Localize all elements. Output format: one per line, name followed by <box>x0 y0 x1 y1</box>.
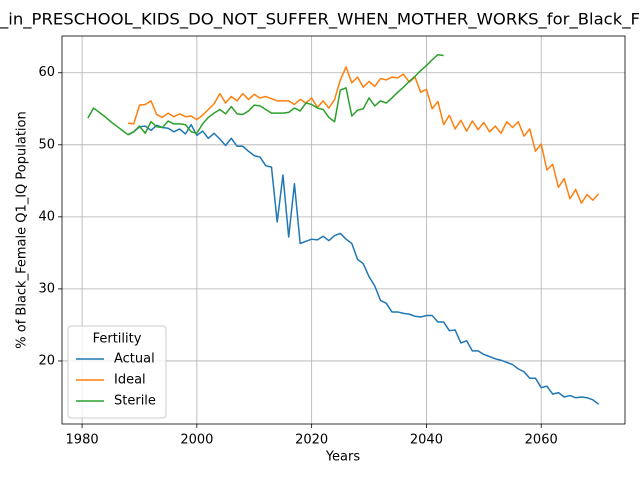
y-axis-label: % of Black_Female Q1_IQ Population <box>15 111 30 348</box>
x-tick-label: 2000 <box>180 433 213 448</box>
x-tick-label: 1980 <box>66 433 99 448</box>
line <box>127 123 600 405</box>
y-tick-label: 40 <box>38 209 55 224</box>
chart-title: _in_PRESCHOOL_KIDS_DO_NOT_SUFFER_WHEN_MO… <box>0 10 640 30</box>
line <box>127 66 600 204</box>
x-axis-label: Years <box>325 450 361 465</box>
legend: Fertility Actual Ideal Sterile <box>67 325 167 419</box>
x-tick-label: 2020 <box>295 433 328 448</box>
y-tick-label: 60 <box>38 65 55 80</box>
y-tick-label: 30 <box>38 281 55 296</box>
plot-frame <box>61 35 626 425</box>
legend-title: Fertility <box>93 332 142 347</box>
y-tick-label: 20 <box>38 353 55 368</box>
legend-label: Sterile <box>114 394 156 409</box>
legend-box <box>67 325 167 419</box>
y-tick-label: 50 <box>38 137 55 152</box>
x-tick-label: 2060 <box>525 433 558 448</box>
legend-label: Ideal <box>114 373 146 388</box>
x-tick-label: 2040 <box>410 433 443 448</box>
legend-label: Actual <box>114 352 155 367</box>
line <box>87 53 444 136</box>
